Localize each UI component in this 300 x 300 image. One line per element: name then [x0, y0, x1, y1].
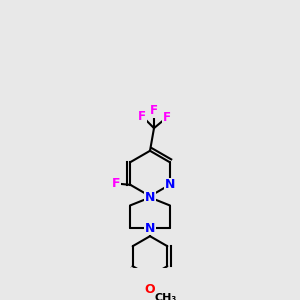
- Text: F: F: [163, 111, 171, 124]
- Text: F: F: [138, 110, 146, 123]
- Text: O: O: [145, 283, 155, 296]
- Text: F: F: [111, 177, 120, 190]
- Text: N: N: [145, 191, 155, 204]
- Text: F: F: [150, 104, 158, 117]
- Text: N: N: [164, 178, 175, 191]
- Text: N: N: [145, 222, 155, 235]
- Text: CH₃: CH₃: [154, 292, 177, 300]
